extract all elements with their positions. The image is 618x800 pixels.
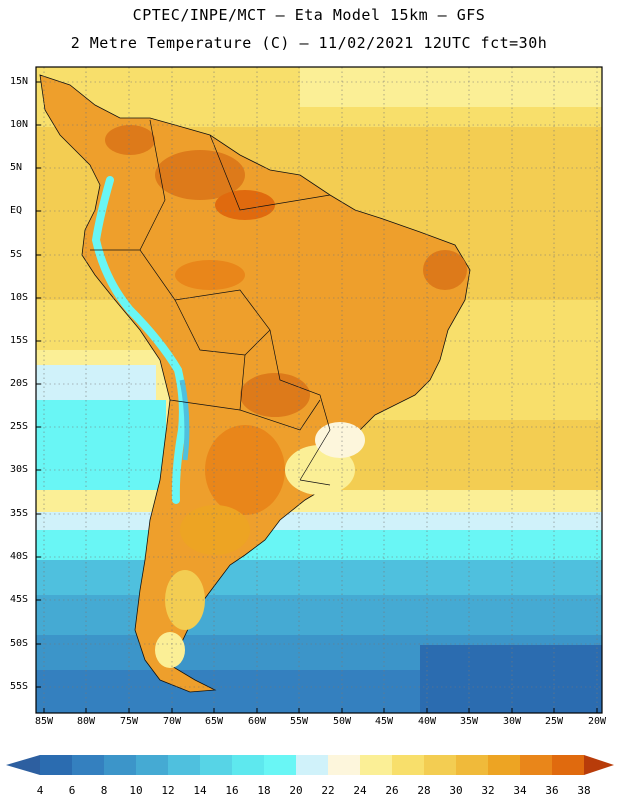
colorbar-label: 38: [577, 784, 591, 797]
cool-area-south-brazil: [315, 422, 365, 458]
colorbar-cell: [520, 755, 552, 775]
lon-label: 30W: [502, 716, 522, 727]
colorbar-right-arrow: [584, 755, 614, 775]
colorbar-label: 24: [353, 784, 367, 797]
colorbar-label: 20: [289, 784, 303, 797]
lat-label: 15N: [10, 76, 29, 87]
ocean-band-pacific-cool: [36, 365, 156, 405]
colorbar-label: 28: [417, 784, 431, 797]
hot-area-northeast-brazil: [423, 250, 467, 290]
lon-label: 70W: [162, 716, 182, 727]
andes-cold-core: [179, 379, 190, 461]
axis-ticks: [36, 81, 598, 713]
colorbar-label: 16: [225, 784, 239, 797]
colorbar-cell: [296, 755, 328, 775]
colorbar-cell: [264, 755, 296, 775]
colorbar-label: 26: [385, 784, 399, 797]
colorbar-cell: [40, 755, 72, 775]
lon-label: 60W: [247, 716, 267, 727]
map-frame: [35, 66, 603, 714]
andes-cold-ribbon: [91, 176, 187, 504]
lon-label: 55W: [289, 716, 309, 727]
colorbar-label: 30: [449, 784, 463, 797]
hot-area-guiana: [215, 190, 275, 220]
colorbar-label: 32: [481, 784, 495, 797]
lat-label: 45S: [10, 594, 29, 605]
hot-area-chaco: [205, 425, 285, 515]
lat-label: 30S: [10, 464, 29, 475]
colorbar-label: 8: [100, 784, 108, 797]
ocean-band-38s: [36, 530, 602, 565]
colorbar-cell: [424, 755, 456, 775]
lon-label: 85W: [34, 716, 54, 727]
hot-area-colombia: [105, 125, 155, 155]
colorbar-label: 12: [161, 784, 175, 797]
ocean-band-north-pale: [300, 67, 602, 107]
lon-label: 65W: [204, 716, 224, 727]
country-borders: [90, 119, 331, 486]
warm-area-pampas: [180, 505, 250, 555]
colorbar-cell: [488, 755, 520, 775]
colorbar-cell: [552, 755, 584, 775]
lat-label: 10N: [10, 119, 29, 130]
ocean-band-35s: [36, 512, 602, 532]
hot-area-amazon: [175, 260, 245, 290]
colorbar-label: 10: [129, 784, 143, 797]
lat-label: EQ: [10, 205, 23, 216]
temperature-colorbar: [6, 755, 614, 775]
colorbar-cell: [200, 755, 232, 775]
lat-label: 5N: [10, 162, 23, 173]
lon-label: 80W: [76, 716, 96, 727]
lon-label: 75W: [119, 716, 139, 727]
ocean-band-southeast: [420, 645, 602, 713]
colorbar-cell: [392, 755, 424, 775]
ocean-band-46s: [36, 595, 602, 640]
map-fields: [36, 67, 602, 713]
lon-label: 35W: [459, 716, 479, 727]
lat-label: 40S: [10, 551, 29, 562]
lat-label: 15S: [10, 335, 29, 346]
colorbar-cells: [40, 755, 584, 775]
map-title-line-2: 2 Metre Temperature (C) – 11/02/2021 12U…: [70, 34, 548, 52]
lat-label: 35S: [10, 508, 29, 519]
lon-label: 45W: [374, 716, 394, 727]
colorbar-left-arrow: [6, 755, 40, 775]
lat-label: 25S: [10, 421, 29, 432]
colorbar-label: 6: [68, 784, 76, 797]
colorbar-label: 4: [36, 784, 44, 797]
lon-label: 50W: [332, 716, 352, 727]
colorbar-cell: [456, 755, 488, 775]
colorbar-label: 36: [545, 784, 559, 797]
hot-area-venezuela: [155, 150, 245, 200]
lon-label: 40W: [417, 716, 437, 727]
lon-label: 25W: [544, 716, 564, 727]
lat-label: 50S: [10, 638, 29, 649]
colorbar-cell: [232, 755, 264, 775]
ocean-band-42s: [36, 560, 602, 600]
colorbar-cell: [72, 755, 104, 775]
colorbar-label: 18: [257, 784, 271, 797]
hot-area-pantanal: [240, 373, 310, 417]
mild-area-tierra-del-fuego: [155, 632, 185, 668]
colorbar-cell: [328, 755, 360, 775]
colorbar-label: 34: [513, 784, 527, 797]
map-title-line-1: CPTEC/INPE/MCT – Eta Model 15km – GFS: [132, 6, 486, 24]
colorbar-label: 14: [193, 784, 207, 797]
colorbar-cell: [104, 755, 136, 775]
colorbar-label: 22: [321, 784, 335, 797]
colorbar-cell: [360, 755, 392, 775]
lat-label: 10S: [10, 292, 29, 303]
lat-label: 5S: [10, 249, 23, 260]
colorbar-cell: [136, 755, 168, 775]
lat-label: 20S: [10, 378, 29, 389]
lon-label: 20W: [587, 716, 607, 727]
lat-label: 55S: [10, 681, 29, 692]
colorbar-cell: [168, 755, 200, 775]
